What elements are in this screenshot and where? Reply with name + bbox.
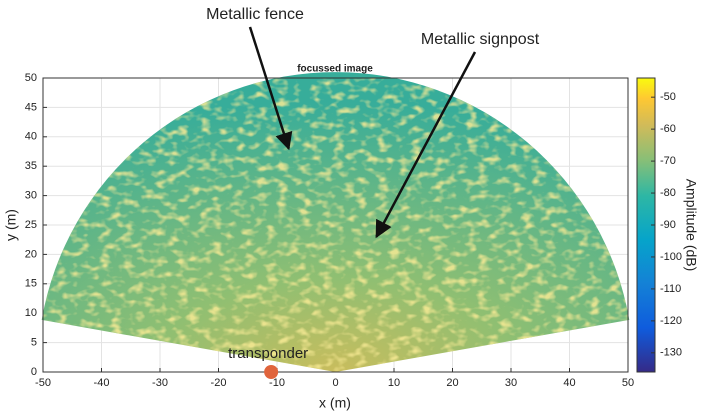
annotation-label: Metallic signpost	[421, 31, 540, 48]
y-axis-label: y (m)	[3, 209, 19, 241]
colorbar-tick-label: -110	[660, 283, 681, 295]
x-tick-label: 30	[505, 377, 517, 389]
marker-label: transponder	[228, 345, 308, 362]
y-tick-label: 50	[25, 72, 37, 84]
x-tick-label: 50	[622, 377, 634, 389]
y-tick-label: 5	[31, 337, 37, 349]
y-tick-label: 35	[25, 160, 37, 172]
y-tick-label: 0	[31, 366, 37, 378]
x-tick-label: -20	[211, 377, 227, 389]
x-tick-label: 0	[332, 377, 338, 389]
colorbar-label: Amplitude (dB)	[683, 179, 699, 272]
y-tick-label: 40	[25, 131, 37, 143]
annotation-label: Metallic fence	[206, 6, 304, 23]
y-tick-label: 25	[25, 219, 37, 231]
y-tick-label: 10	[25, 307, 37, 319]
x-tick-label: -40	[94, 377, 110, 389]
chart-title: focussed image	[297, 64, 373, 75]
y-tick-label: 15	[25, 278, 37, 290]
plot-frame	[42, 77, 629, 373]
colorbar-tick-label: -70	[660, 155, 676, 167]
colorbar-tick-label: -60	[660, 123, 676, 135]
annotation-arrow	[375, 51, 477, 239]
x-tick-label: 10	[388, 377, 400, 389]
y-tick-label: 20	[25, 248, 37, 260]
colorbar-tick-label: -80	[660, 187, 676, 199]
colorbar-tick-label: -120	[660, 315, 682, 327]
x-tick-label: -10	[269, 377, 285, 389]
x-tick-label: 20	[446, 377, 458, 389]
annotation-arrow	[248, 26, 293, 151]
colorbar-tick-label: -50	[660, 91, 676, 103]
colorbar-tick-label: -130	[660, 347, 682, 359]
x-tick-label: -50	[35, 377, 51, 389]
x-axis-label: x (m)	[319, 395, 351, 411]
x-tick-label: -30	[152, 377, 168, 389]
colorbar-tick-label: -90	[660, 219, 676, 231]
y-tick-label: 30	[25, 190, 37, 202]
transponder-marker	[264, 365, 279, 379]
y-tick-label: 45	[25, 101, 37, 113]
x-tick-label: 40	[563, 377, 575, 389]
colorbar-tick-label: -100	[660, 251, 682, 263]
